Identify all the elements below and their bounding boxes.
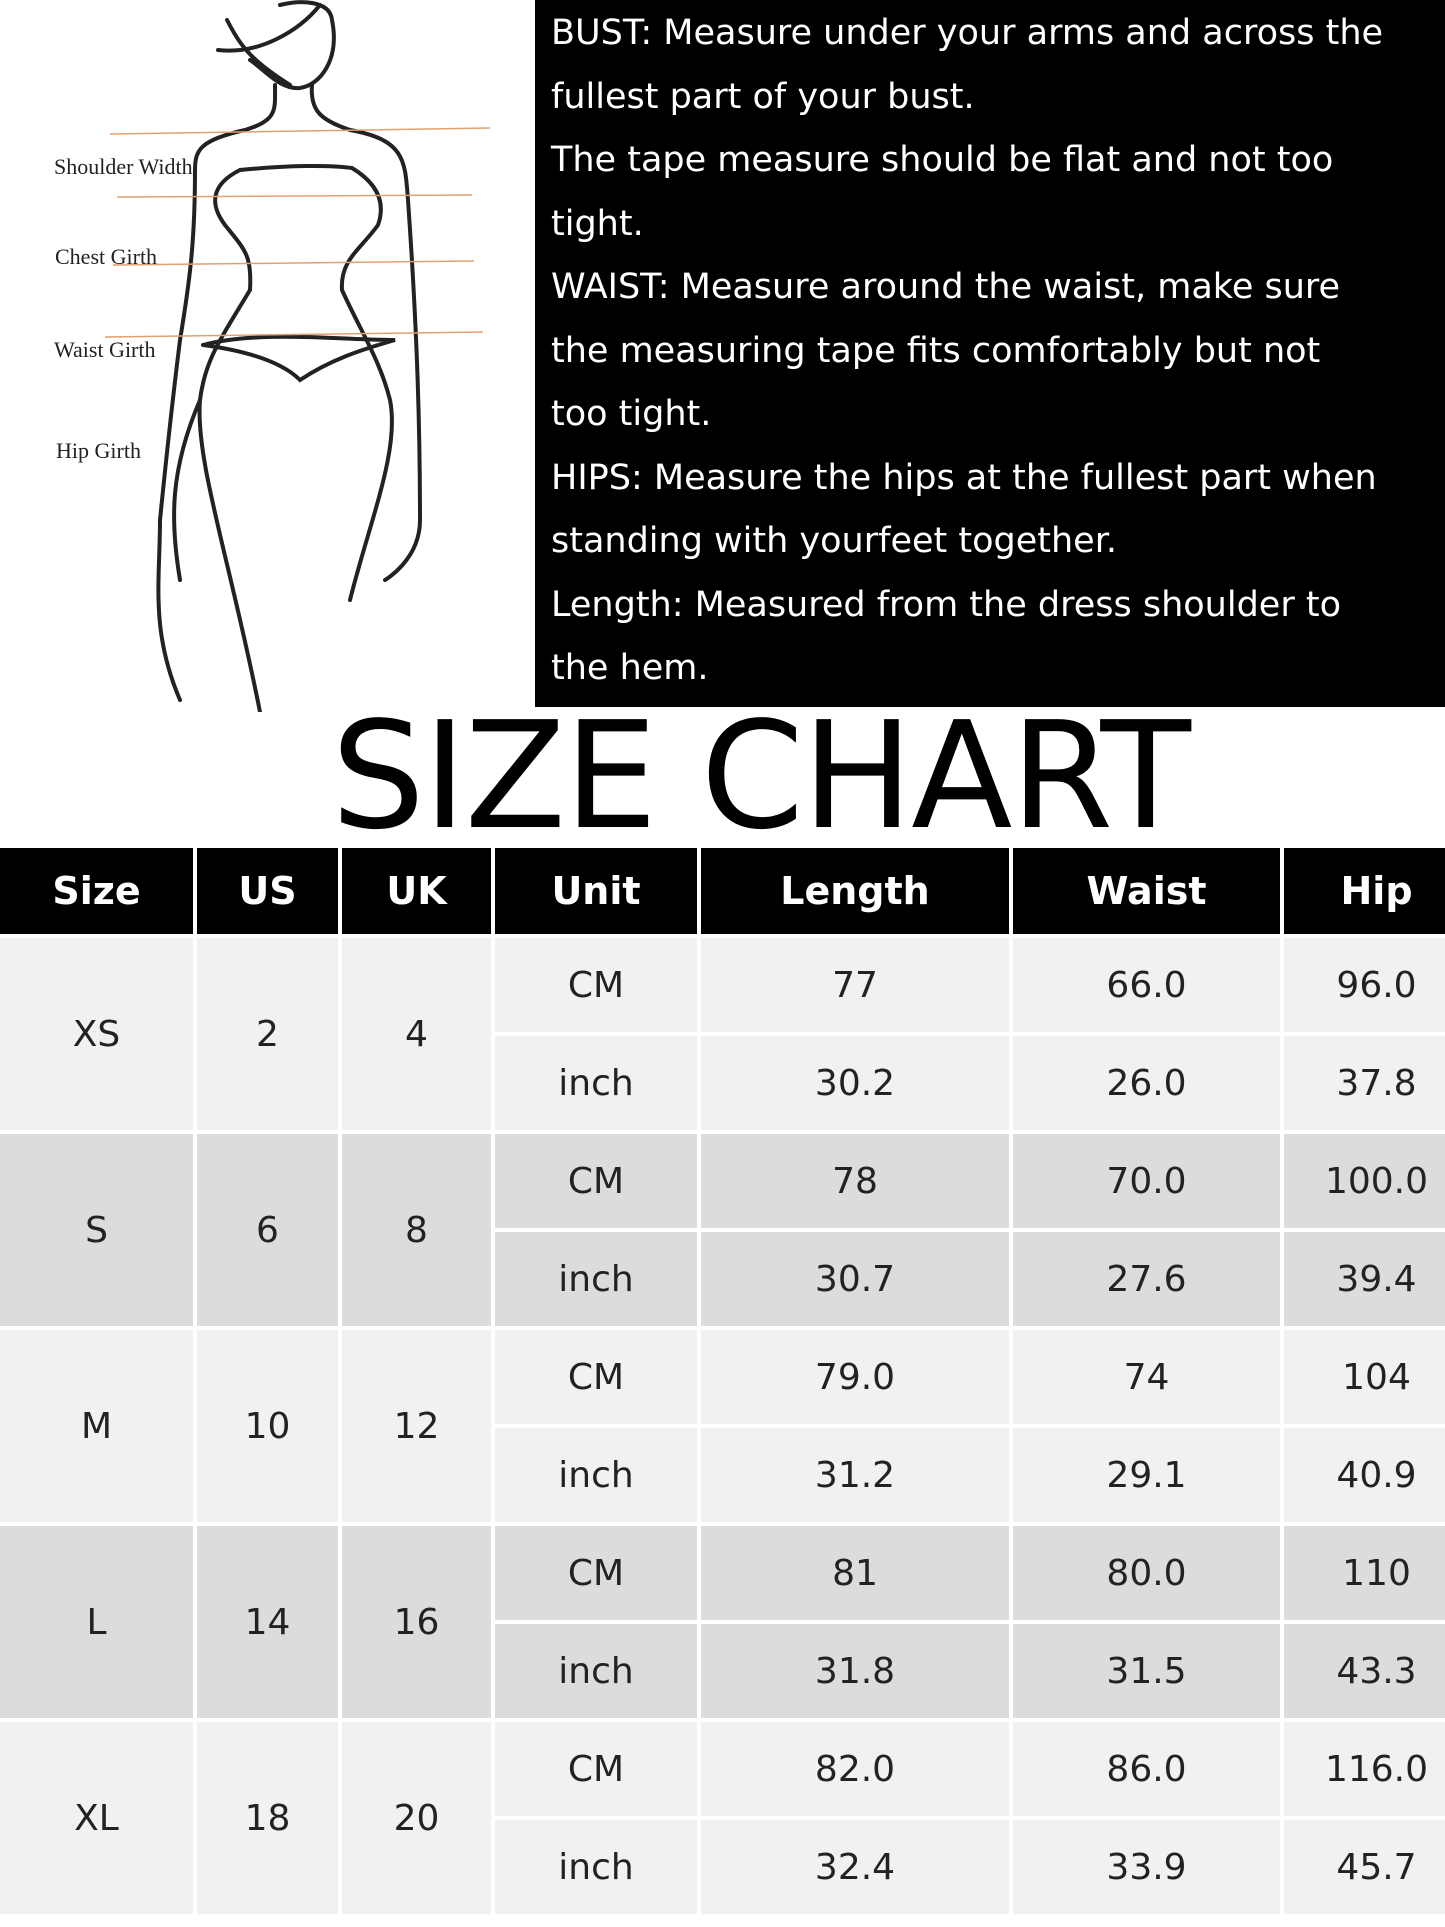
length-cell: 79.0 (701, 1330, 1009, 1424)
hip-cell: 40.9 (1284, 1428, 1445, 1522)
us-size-cell: 6 (197, 1134, 338, 1326)
measurement-lines (104, 127, 491, 338)
unit-cell: CM (495, 1526, 697, 1620)
size-cell: M (0, 1330, 193, 1522)
instruction-line: HIPS: Measure the hips at the fullest pa… (551, 457, 1377, 498)
waist-cell: 86.0 (1013, 1722, 1280, 1816)
column-header: Length (701, 848, 1009, 934)
hip-cell: 100.0 (1284, 1134, 1445, 1228)
column-header: Unit (495, 848, 697, 934)
waist-cell: 70.0 (1013, 1134, 1280, 1228)
length-cell: 31.8 (701, 1624, 1009, 1718)
label-waist-girth: Waist Girth (54, 337, 156, 362)
us-size-cell: 14 (197, 1526, 338, 1718)
instruction-line: standing with yourfeet together. (551, 521, 1117, 561)
instruction-line: Length: Measured from the dress shoulder… (551, 584, 1341, 625)
uk-size-cell: 8 (342, 1134, 491, 1326)
size-cell: XL (0, 1722, 193, 1914)
length-cell: 31.2 (701, 1428, 1009, 1522)
hip-cell: 37.8 (1284, 1036, 1445, 1130)
column-header: UK (342, 848, 491, 934)
unit-cell: CM (495, 1134, 697, 1228)
instruction-line: tight. (551, 203, 644, 244)
us-size-cell: 2 (197, 938, 338, 1130)
length-cell: 30.7 (701, 1232, 1009, 1326)
unit-cell: CM (495, 938, 697, 1032)
length-cell: 82.0 (701, 1722, 1009, 1816)
waist-cell: 31.5 (1013, 1624, 1280, 1718)
instruction-line: fullest part of your bust. (551, 76, 975, 117)
column-header: US (197, 848, 338, 934)
body-outline-icon (156, 0, 422, 712)
hip-cell: 104 (1284, 1330, 1445, 1424)
waist-cell: 66.0 (1013, 938, 1280, 1032)
unit-cell: inch (495, 1232, 697, 1326)
column-header: Hip (1284, 848, 1445, 934)
waist-cell: 26.0 (1013, 1036, 1280, 1130)
uk-size-cell: 12 (342, 1330, 491, 1522)
hip-cell: 45.7 (1284, 1820, 1445, 1914)
waist-line (112, 260, 475, 266)
instruction-line: the hem. (551, 648, 709, 688)
size-cell: S (0, 1134, 193, 1326)
uk-size-cell: 4 (342, 938, 491, 1130)
size-cell: L (0, 1526, 193, 1718)
unit-cell: inch (495, 1820, 697, 1914)
hip-cell: 43.3 (1284, 1624, 1445, 1718)
unit-cell: CM (495, 1722, 697, 1816)
instruction-line: WAIST: Measure around the waist, make su… (551, 267, 1341, 307)
length-cell: 77 (701, 938, 1009, 1032)
label-hip-girth: Hip Girth (56, 438, 141, 463)
column-header: Size (0, 848, 193, 934)
uk-size-cell: 16 (342, 1526, 491, 1718)
column-header: Waist (1013, 848, 1280, 934)
hip-cell: 110 (1284, 1526, 1445, 1620)
unit-cell: CM (495, 1330, 697, 1424)
body-measurement-figure: Shoulder Width Chest Girth Waist Girth H… (0, 0, 535, 712)
waist-cell: 27.6 (1013, 1232, 1280, 1326)
page-title: SIZE CHART (331, 690, 1191, 862)
hip-cell: 39.4 (1284, 1232, 1445, 1326)
unit-cell: inch (495, 1624, 697, 1718)
label-shoulder-width: Shoulder Width (54, 154, 193, 179)
hip-line (104, 331, 484, 338)
waist-cell: 74 (1013, 1330, 1280, 1424)
us-size-cell: 10 (197, 1330, 338, 1522)
instruction-line: too tight. (551, 394, 712, 434)
waist-cell: 33.9 (1013, 1820, 1280, 1914)
uk-size-cell: 20 (342, 1722, 491, 1914)
hip-cell: 96.0 (1284, 938, 1445, 1032)
instruction-line: BUST: Measure under your arms and across… (551, 13, 1384, 53)
size-table: Size US UK Unit Length Waist Hip XS 2 4 CM 77 66.0 96… (0, 848, 1445, 1914)
unit-cell: inch (495, 1428, 697, 1522)
length-cell: 30.2 (701, 1036, 1009, 1130)
shoulder-line (109, 127, 491, 135)
unit-cell: inch (495, 1036, 697, 1130)
length-cell: 32.4 (701, 1820, 1009, 1914)
hip-cell: 116.0 (1284, 1722, 1445, 1816)
length-cell: 81 (701, 1526, 1009, 1620)
us-size-cell: 18 (197, 1722, 338, 1914)
waist-cell: 29.1 (1013, 1428, 1280, 1522)
measuring-instructions: BUST: Measure under your arms and across… (535, 0, 1445, 707)
label-chest-girth: Chest Girth (55, 244, 158, 269)
size-cell: XS (0, 938, 193, 1130)
instruction-line: The tape measure should be flat and not … (551, 140, 1334, 180)
waist-cell: 80.0 (1013, 1526, 1280, 1620)
instruction-line: the measuring tape fits comfortably but … (551, 330, 1321, 371)
chest-line (116, 194, 473, 198)
length-cell: 78 (701, 1134, 1009, 1228)
